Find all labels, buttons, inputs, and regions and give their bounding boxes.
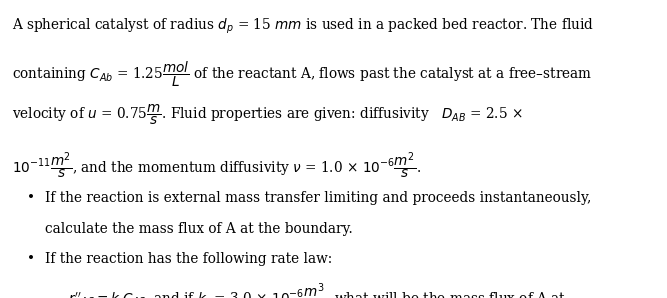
Text: velocity of $u$ = 0.75$\dfrac{m}{s}$. Fluid properties are given: diffusivity   : velocity of $u$ = 0.75$\dfrac{m}{s}$. Fl…	[12, 103, 523, 127]
Text: A spherical catalyst of radius $d_p$ = 15 $mm$ is used in a packed bed reactor. : A spherical catalyst of radius $d_p$ = 1…	[12, 16, 594, 36]
Text: $10^{-11}\dfrac{m^2}{s}$, and the momentum diffusivity $\nu$ = 1.0 × $10^{-6}\df: $10^{-11}\dfrac{m^2}{s}$, and the moment…	[12, 150, 421, 181]
Text: $-r''_{AS} = k_r C_{AS}$  and if $k_r$ = 3.0 × $10^{-6}\dfrac{m^3}{s}$, what wil: $-r''_{AS} = k_r C_{AS}$ and if $k_r$ = …	[57, 282, 566, 298]
Text: •: •	[27, 252, 35, 266]
Text: calculate the mass flux of A at the boundary.: calculate the mass flux of A at the boun…	[45, 222, 353, 236]
Text: containing $C_{Ab}$ = 1.25$\dfrac{mol}{L}$ of the reactant A, flows past the cat: containing $C_{Ab}$ = 1.25$\dfrac{mol}{L…	[12, 60, 592, 89]
Text: If the reaction has the following rate law:: If the reaction has the following rate l…	[45, 252, 333, 266]
Text: •: •	[27, 191, 35, 205]
Text: If the reaction is external mass transfer limiting and proceeds instantaneously,: If the reaction is external mass transfe…	[45, 191, 592, 205]
